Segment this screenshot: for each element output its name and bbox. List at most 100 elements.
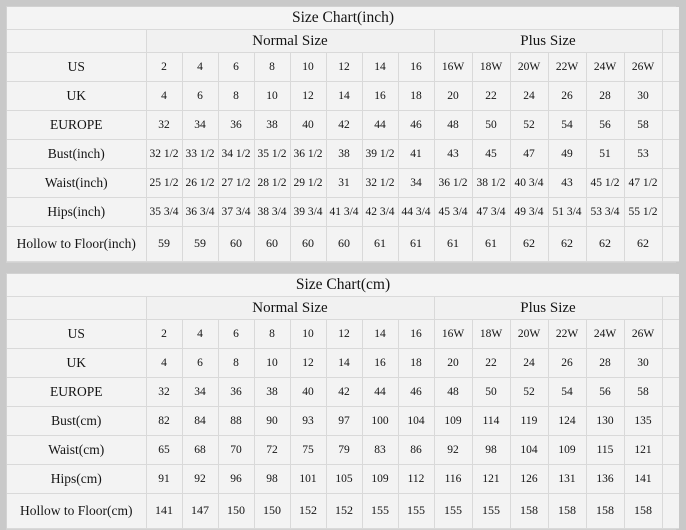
group-header-plus-size: Plus Size bbox=[433, 296, 663, 320]
table-row: UK 4 6 8 10 12 14 16 18 20 22 24 26 28 30 bbox=[7, 348, 680, 378]
table-cell: 37 3/4 bbox=[217, 197, 255, 227]
table-cell: 38 3/4 bbox=[253, 197, 291, 227]
table-cell: 150 bbox=[217, 493, 255, 529]
table-cell: 130 bbox=[585, 406, 625, 436]
row-label: EUROPE bbox=[7, 110, 147, 140]
table-cell: 61 bbox=[397, 226, 435, 262]
table-cell: 56 bbox=[585, 110, 625, 140]
table-cell: 70 bbox=[217, 435, 255, 465]
row-label: EUROPE bbox=[7, 377, 147, 407]
table-cell: 51 bbox=[585, 139, 625, 169]
table-cell: 119 bbox=[509, 406, 549, 436]
group-header-normal-size: Normal Size bbox=[145, 29, 435, 53]
table-cell: 60 bbox=[325, 226, 363, 262]
table-cell: 36 bbox=[217, 377, 255, 407]
row-spacer bbox=[661, 348, 680, 378]
table-cell: 51 3/4 bbox=[547, 197, 587, 227]
size-table-inch-body: Size Chart(inch) Normal Size Plus Size US 2 4… bbox=[7, 7, 680, 262]
table-cell: 47 3/4 bbox=[471, 197, 511, 227]
table-cell: 26 bbox=[547, 81, 587, 111]
table-cell: 2 bbox=[145, 319, 183, 349]
table-cell: 12 bbox=[325, 52, 363, 82]
row-label: UK bbox=[7, 348, 147, 378]
table-cell: 14 bbox=[361, 319, 399, 349]
row-spacer bbox=[661, 406, 680, 436]
chart-title: Size Chart(cm) bbox=[7, 274, 680, 297]
table-row: Bust(cm) 82 84 88 90 93 97 100 104 109 114 119 124 13… bbox=[7, 406, 680, 436]
table-cell: 136 bbox=[585, 464, 625, 494]
table-cell: 35 3/4 bbox=[145, 197, 183, 227]
table-cell: 20 bbox=[433, 81, 473, 111]
table-cell: 14 bbox=[325, 348, 363, 378]
table-cell: 32 1/2 bbox=[145, 139, 183, 169]
table-cell: 158 bbox=[547, 493, 587, 529]
table-cell: 79 bbox=[325, 435, 363, 465]
row-label: Waist(inch) bbox=[7, 168, 147, 198]
table-cell: 147 bbox=[181, 493, 219, 529]
table-row: Hips(cm) 91 92 96 98 101 105 109 112 116 121 126 131… bbox=[7, 464, 680, 494]
row-label: US bbox=[7, 319, 147, 349]
table-cell: 155 bbox=[361, 493, 399, 529]
table-cell: 34 bbox=[397, 168, 435, 198]
table-cell: 155 bbox=[397, 493, 435, 529]
table-cell: 28 1/2 bbox=[253, 168, 291, 198]
row-label: Bust(inch) bbox=[7, 139, 147, 169]
table-cell: 8 bbox=[253, 52, 291, 82]
table-cell: 16 bbox=[361, 348, 399, 378]
row-spacer bbox=[661, 319, 680, 349]
row-label: US bbox=[7, 52, 147, 82]
table-cell: 56 bbox=[585, 377, 625, 407]
table-cell: 4 bbox=[181, 52, 219, 82]
table-cell: 34 1/2 bbox=[217, 139, 255, 169]
table-cell: 93 bbox=[289, 406, 327, 436]
table-cell: 14 bbox=[325, 81, 363, 111]
table-cell: 96 bbox=[217, 464, 255, 494]
table-cell: 46 bbox=[397, 110, 435, 140]
table-cell: 18W bbox=[471, 52, 511, 82]
table-row: US 2 4 6 8 10 12 14 16 16W 18W 20W 22W 24W 26W bbox=[7, 52, 680, 82]
table-cell: 105 bbox=[325, 464, 363, 494]
table-cell: 34 bbox=[181, 110, 219, 140]
table-cell: 18W bbox=[471, 319, 511, 349]
table-cell: 62 bbox=[509, 226, 549, 262]
table-cell: 152 bbox=[289, 493, 327, 529]
table-cell: 36 3/4 bbox=[181, 197, 219, 227]
table-cell: 22 bbox=[471, 348, 511, 378]
table-cell: 131 bbox=[547, 464, 587, 494]
table-cell: 6 bbox=[217, 319, 255, 349]
table-cell: 39 1/2 bbox=[361, 139, 399, 169]
group-header-plus-size: Plus Size bbox=[433, 29, 663, 53]
table-cell: 141 bbox=[623, 464, 663, 494]
table-cell: 46 bbox=[397, 377, 435, 407]
table-cell: 16W bbox=[433, 319, 473, 349]
table-cell: 126 bbox=[509, 464, 549, 494]
table-cell: 48 bbox=[433, 377, 473, 407]
table-cell: 39 3/4 bbox=[289, 197, 327, 227]
table-cell: 10 bbox=[253, 348, 291, 378]
table-cell: 65 bbox=[145, 435, 183, 465]
table-cell: 82 bbox=[145, 406, 183, 436]
table-cell: 4 bbox=[181, 319, 219, 349]
row-label: UK bbox=[7, 81, 147, 111]
table-cell: 49 bbox=[547, 139, 587, 169]
table-cell: 24 bbox=[509, 81, 549, 111]
table-cell: 152 bbox=[325, 493, 363, 529]
table-cell: 36 1/2 bbox=[433, 168, 473, 198]
table-cell: 8 bbox=[253, 319, 291, 349]
table-cell: 30 bbox=[623, 348, 663, 378]
table-cell: 109 bbox=[433, 406, 473, 436]
size-table-cm: Size Chart(cm) Normal Size Plus Size US 2 4 6 8… bbox=[7, 274, 680, 529]
table-cell: 115 bbox=[585, 435, 625, 465]
table-cell: 158 bbox=[623, 493, 663, 529]
table-cell: 22 bbox=[471, 81, 511, 111]
table-cell: 32 bbox=[145, 110, 183, 140]
table-cell: 121 bbox=[623, 435, 663, 465]
table-cell: 10 bbox=[289, 319, 327, 349]
table-cell: 104 bbox=[397, 406, 435, 436]
table-cell: 18 bbox=[397, 81, 435, 111]
size-chart-cm: Size Chart(cm) Normal Size Plus Size US 2 4 6 8… bbox=[6, 273, 680, 530]
table-cell: 12 bbox=[289, 81, 327, 111]
row-label: Waist(cm) bbox=[7, 435, 147, 465]
row-label: Bust(cm) bbox=[7, 406, 147, 436]
